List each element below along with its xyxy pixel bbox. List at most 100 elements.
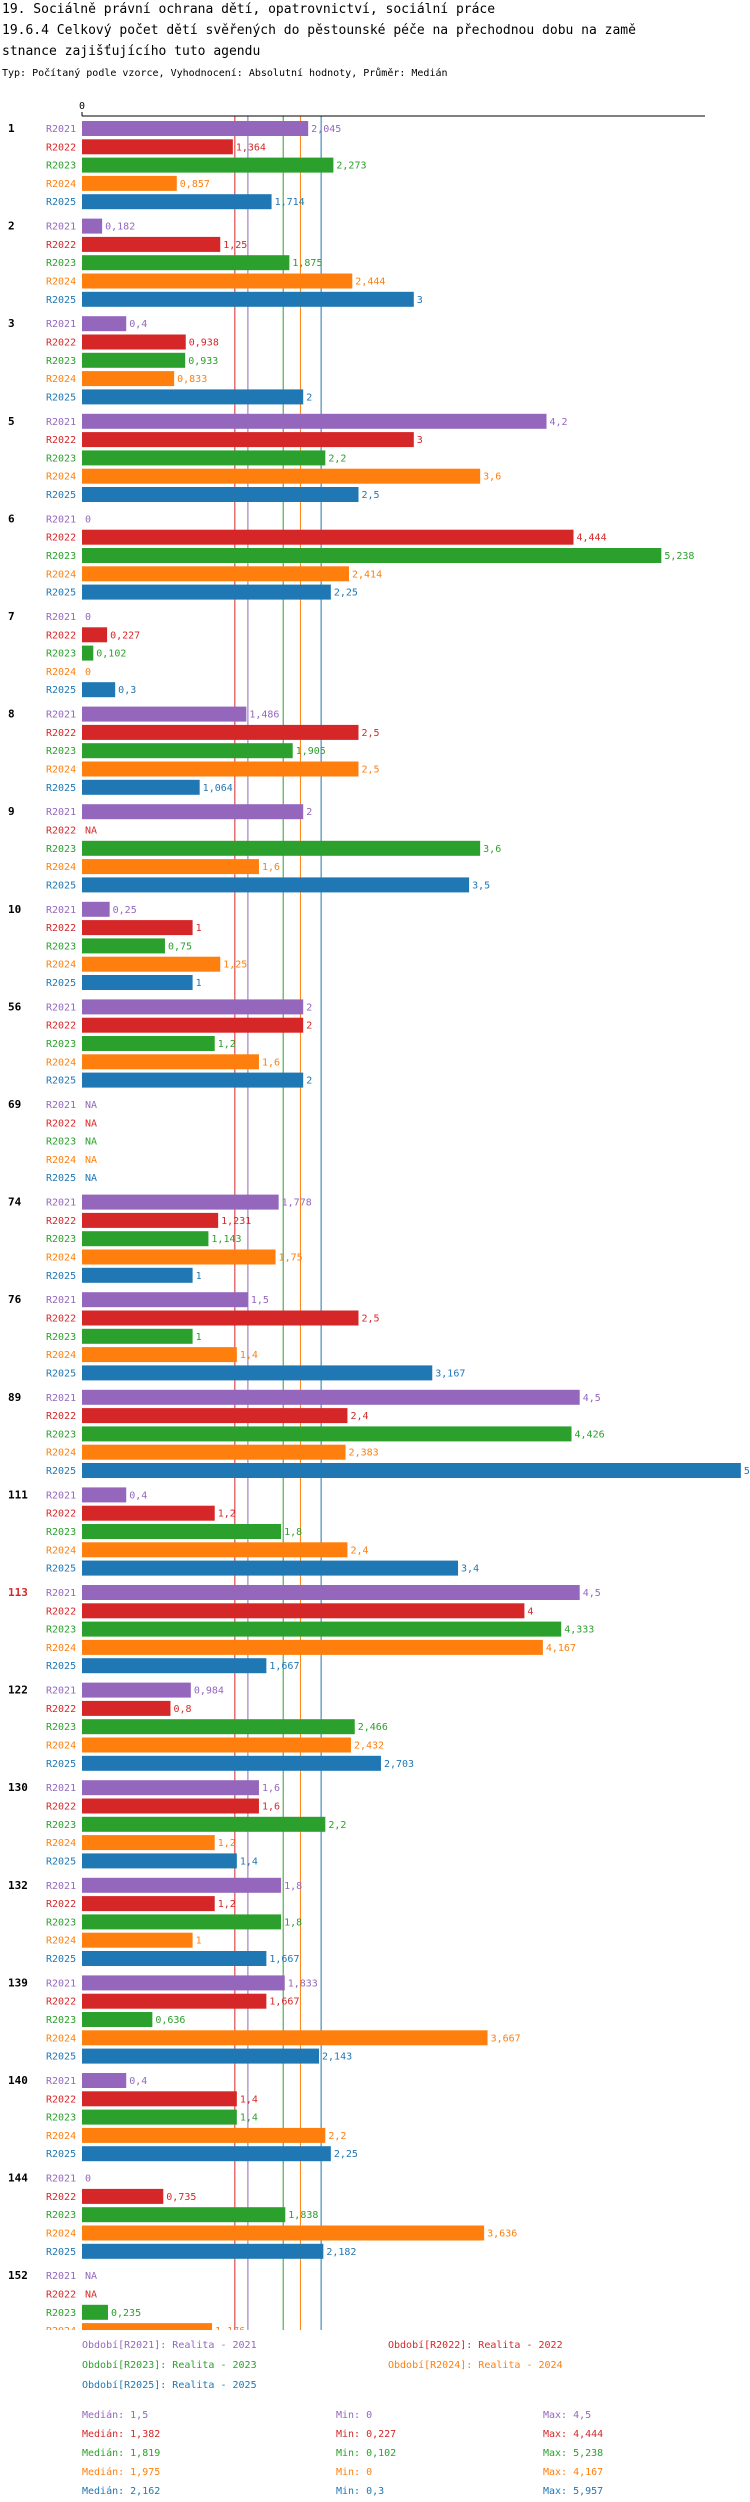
series-label-122-r2023: R2023 <box>46 1722 76 1733</box>
value-label-5-r2023: 2,2 <box>328 453 346 464</box>
series-label-7-r2023: R2023 <box>46 649 76 660</box>
legend-min-r2022: Min: 0,227 <box>336 2429 397 2440</box>
bar-5-r2021 <box>82 413 547 429</box>
series-label-130-r2024: R2024 <box>46 1838 76 1849</box>
group-label-144: 144 <box>8 2172 28 2185</box>
bar-1-r2024 <box>82 175 177 191</box>
value-label-132-r2022: 1,2 <box>218 1899 236 1910</box>
value-label-111-r2023: 1,8 <box>284 1527 302 1538</box>
bar-10-r2021 <box>82 901 110 917</box>
bar-76-r2024 <box>82 1347 237 1363</box>
series-label-5-r2021: R2021 <box>46 417 76 428</box>
bar-56-r2022 <box>82 1017 304 1033</box>
value-label-111-r2021: 0,4 <box>129 1490 147 1501</box>
series-label-144-r2021: R2021 <box>46 2174 76 2185</box>
legend-max-r2022: Max: 4,444 <box>543 2429 604 2440</box>
legend-series-r2024: Období[R2024]: Realita - 2024 <box>388 2360 563 2371</box>
value-label-8-r2021: 1,486 <box>249 710 279 721</box>
series-label-5-r2023: R2023 <box>46 453 76 464</box>
bar-6-r2024 <box>82 566 349 582</box>
bar-89-r2023 <box>82 1426 572 1442</box>
series-label-76-r2023: R2023 <box>46 1332 76 1343</box>
series-label-132-r2025: R2025 <box>46 1954 76 1965</box>
value-label-76-r2021: 1,5 <box>251 1295 269 1306</box>
value-label-7-r2022: 0,227 <box>110 630 140 641</box>
series-label-74-r2024: R2024 <box>46 1253 76 1264</box>
value-label-8-r2024: 2,5 <box>362 765 380 776</box>
bar-152-r2024 <box>82 2323 213 2330</box>
value-label-122-r2025: 2,703 <box>384 1759 414 1770</box>
bar-8-r2025 <box>82 779 200 795</box>
series-label-113-r2023: R2023 <box>46 1625 76 1636</box>
series-label-89-r2022: R2022 <box>46 1411 76 1422</box>
value-label-56-r2024: 1,6 <box>262 1057 280 1068</box>
value-label-2-r2023: 1,875 <box>292 258 322 269</box>
series-label-89-r2024: R2024 <box>46 1448 76 1459</box>
bar-144-r2024 <box>82 2225 485 2241</box>
legend-series-r2023: Období[R2023]: Realita - 2023 <box>82 2360 257 2371</box>
series-label-10-r2024: R2024 <box>46 960 76 971</box>
series-label-56-r2025: R2025 <box>46 1076 76 1087</box>
value-label-140-r2025: 2,25 <box>334 2149 358 2160</box>
series-label-9-r2022: R2022 <box>46 826 76 837</box>
value-label-56-r2025: 2 <box>306 1076 312 1087</box>
bar-130-r2022 <box>82 1798 259 1814</box>
value-label-9-r2023: 3,6 <box>483 844 501 855</box>
series-label-132-r2022: R2022 <box>46 1899 76 1910</box>
value-label-10-r2023: 0,75 <box>168 941 192 952</box>
title-line-2: 19.6.4 Celkový počet dětí svěřených do p… <box>2 23 636 38</box>
value-label-140-r2024: 2,2 <box>328 2131 346 2142</box>
series-label-10-r2025: R2025 <box>46 978 76 989</box>
value-label-130-r2024: 1,2 <box>218 1838 236 1849</box>
bar-76-r2023 <box>82 1328 193 1344</box>
group-label-8: 8 <box>8 708 15 721</box>
value-label-1-r2024: 0,857 <box>180 179 210 190</box>
bar-8-r2024 <box>82 761 359 777</box>
value-label-2-r2022: 1,25 <box>223 240 247 251</box>
bar-8-r2023 <box>82 743 293 759</box>
series-label-7-r2021: R2021 <box>46 612 76 623</box>
bar-140-r2025 <box>82 2146 331 2162</box>
value-label-5-r2022: 3 <box>417 435 423 446</box>
series-label-139-r2025: R2025 <box>46 2052 76 2063</box>
value-label-139-r2022: 1,667 <box>269 1997 299 2008</box>
bar-113-r2025 <box>82 1658 267 1674</box>
bar-74-r2022 <box>82 1212 219 1228</box>
value-label-113-r2024: 4,167 <box>546 1643 576 1654</box>
bar-74-r2024 <box>82 1249 276 1265</box>
value-label-9-r2024: 1,6 <box>262 862 280 873</box>
bar-56-r2024 <box>82 1054 259 1070</box>
bar-89-r2025 <box>82 1463 741 1478</box>
bar-139-r2025 <box>82 2048 320 2064</box>
bar-2-r2021 <box>82 218 103 234</box>
series-label-132-r2024: R2024 <box>46 1936 76 1947</box>
series-label-3-r2023: R2023 <box>46 356 76 367</box>
bar-111-r2024 <box>82 1542 348 1558</box>
bar-7-r2025 <box>82 682 116 698</box>
series-label-69-r2023: R2023 <box>46 1137 76 1148</box>
series-label-9-r2023: R2023 <box>46 844 76 855</box>
bar-10-r2024 <box>82 956 221 972</box>
group-label-10: 10 <box>8 903 21 916</box>
value-label-89-r2024: 2,383 <box>349 1448 379 1459</box>
series-label-122-r2024: R2024 <box>46 1741 76 1752</box>
chart-legend: Období[R2021]: Realita - 2021 Období[R20… <box>0 2330 750 2502</box>
series-label-56-r2024: R2024 <box>46 1057 76 1068</box>
value-label-74-r2024: 1,75 <box>279 1253 303 1264</box>
series-label-8-r2025: R2025 <box>46 783 76 794</box>
series-label-1-r2021: R2021 <box>46 124 76 135</box>
bar-130-r2024 <box>82 1835 215 1851</box>
series-label-152-r2024: R2024 <box>46 2326 76 2330</box>
series-label-56-r2023: R2023 <box>46 1039 76 1050</box>
title-line-3: stnance zajišťujícího tuto agendu <box>2 44 261 59</box>
bar-7-r2022 <box>82 627 108 643</box>
legend-max-r2023: Max: 5,238 <box>543 2448 604 2459</box>
value-label-140-r2022: 1,4 <box>240 2094 258 2105</box>
group-label-130: 130 <box>8 1781 28 1794</box>
series-label-113-r2021: R2021 <box>46 1588 76 1599</box>
series-label-8-r2022: R2022 <box>46 728 76 739</box>
series-label-69-r2022: R2022 <box>46 1118 76 1129</box>
series-label-6-r2021: R2021 <box>46 514 76 525</box>
bar-76-r2025 <box>82 1365 433 1381</box>
